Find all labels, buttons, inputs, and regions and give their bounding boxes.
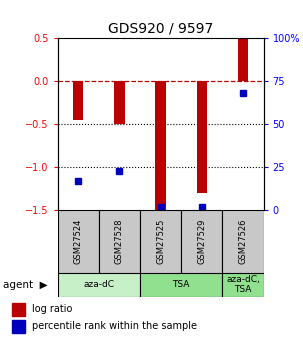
Bar [197, 81, 207, 193]
Bar [12, 320, 25, 333]
Text: agent  ▶: agent ▶ [3, 280, 48, 289]
Bar [114, 81, 125, 124]
Bar [238, 38, 248, 81]
Bar [58, 273, 140, 297]
Title: GDS920 / 9597: GDS920 / 9597 [108, 21, 213, 36]
Text: GSM27528: GSM27528 [115, 219, 124, 264]
Text: GSM27524: GSM27524 [74, 219, 83, 264]
Bar [181, 210, 222, 273]
Bar [140, 210, 181, 273]
Bar [12, 303, 25, 316]
Text: aza-dC: aza-dC [83, 280, 114, 289]
Bar [99, 210, 140, 273]
Bar [58, 210, 99, 273]
Bar [222, 210, 264, 273]
Text: GSM27525: GSM27525 [156, 219, 165, 264]
Text: log ratio: log ratio [32, 304, 73, 314]
Bar [222, 273, 264, 297]
Text: percentile rank within the sample: percentile rank within the sample [32, 322, 197, 331]
Bar [155, 81, 166, 210]
Text: GSM27529: GSM27529 [197, 219, 206, 264]
Bar [140, 273, 222, 297]
Text: aza-dC,
TSA: aza-dC, TSA [226, 275, 260, 294]
Text: GSM27526: GSM27526 [238, 219, 248, 264]
Bar [73, 81, 83, 120]
Text: TSA: TSA [172, 280, 190, 289]
